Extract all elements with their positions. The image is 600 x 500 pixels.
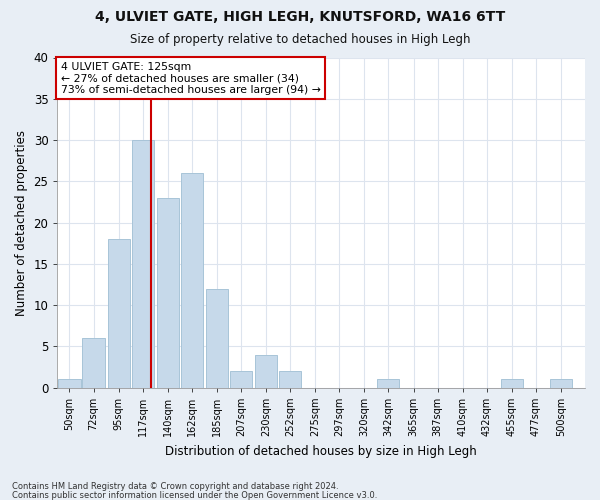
Bar (157, 198, 179, 388)
Text: 4 ULVIET GATE: 125sqm
← 27% of detached houses are smaller (34)
73% of semi-deta: 4 ULVIET GATE: 125sqm ← 27% of detached … (61, 62, 320, 95)
Bar (82, 338, 104, 388)
Bar (58, 380, 80, 388)
Bar (255, 354, 277, 388)
Bar (131, 140, 154, 388)
Y-axis label: Number of detached properties: Number of detached properties (15, 130, 28, 316)
Bar (206, 288, 228, 388)
Bar (107, 239, 130, 388)
Bar (501, 380, 523, 388)
Bar (377, 380, 400, 388)
Bar (181, 173, 203, 388)
Text: 4, ULVIET GATE, HIGH LEGH, KNUTSFORD, WA16 6TT: 4, ULVIET GATE, HIGH LEGH, KNUTSFORD, WA… (95, 10, 505, 24)
Text: Contains HM Land Registry data © Crown copyright and database right 2024.: Contains HM Land Registry data © Crown c… (12, 482, 338, 491)
Bar (230, 371, 252, 388)
Bar (550, 380, 572, 388)
Text: Contains public sector information licensed under the Open Government Licence v3: Contains public sector information licen… (12, 490, 377, 500)
Bar (279, 371, 301, 388)
Text: Size of property relative to detached houses in High Legh: Size of property relative to detached ho… (130, 32, 470, 46)
X-axis label: Distribution of detached houses by size in High Legh: Distribution of detached houses by size … (166, 444, 477, 458)
